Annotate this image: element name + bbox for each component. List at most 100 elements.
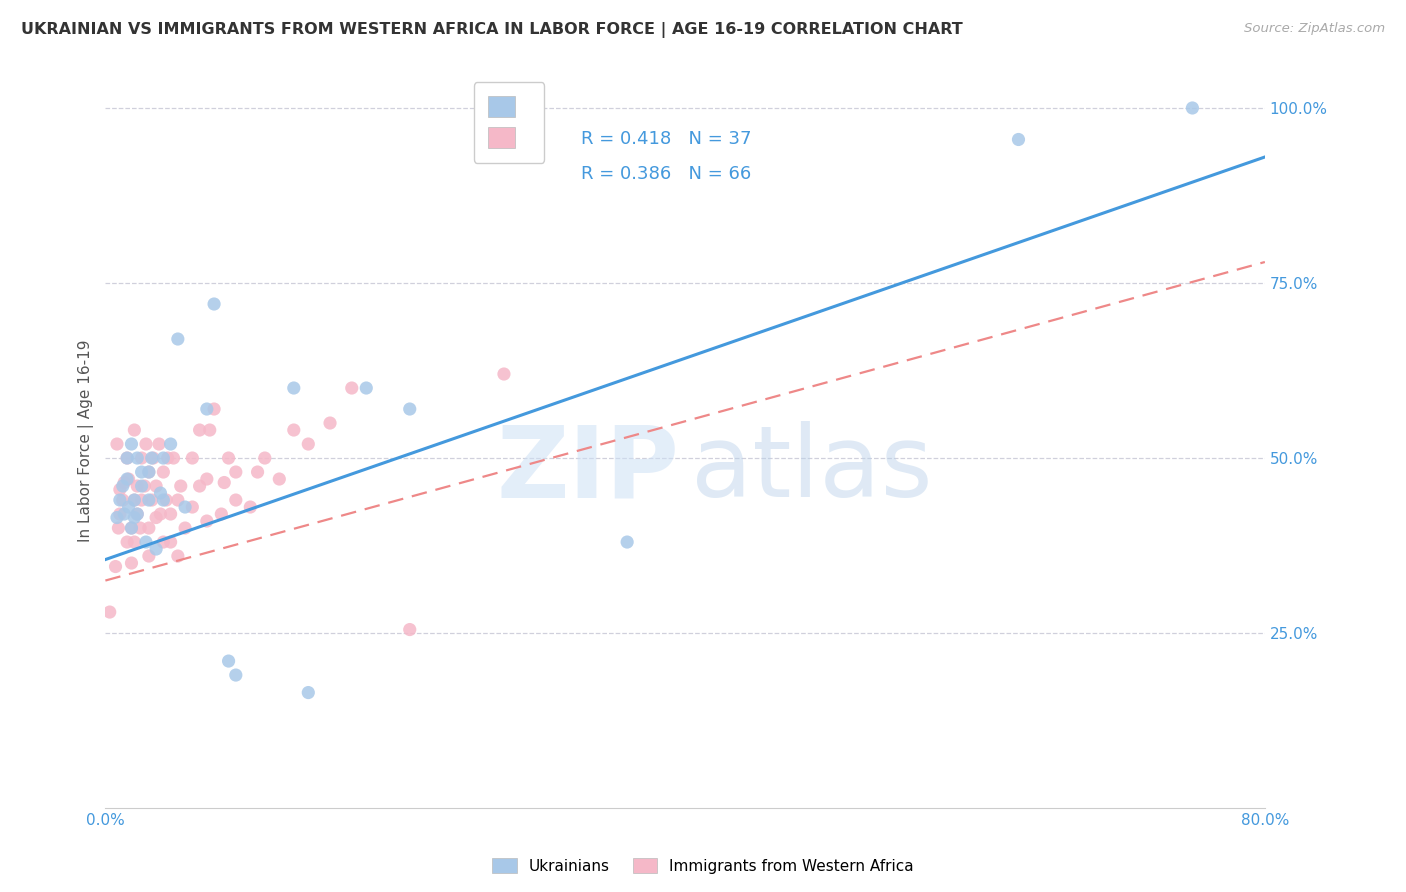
Point [239,500,262,514]
Point [492,367,515,381]
Point [105,437,128,451]
Point [156,450,179,465]
Point [117,472,139,486]
Point [319,416,342,430]
Point [198,423,221,437]
Text: R = 0.418   N = 37: R = 0.418 N = 37 [581,129,751,147]
Point [124,423,146,437]
Point [149,486,172,500]
Point [297,685,319,699]
Point [340,381,363,395]
Point [202,297,225,311]
Point [174,500,197,514]
Point [1181,101,1204,115]
Point [131,465,153,479]
Point [129,521,152,535]
Point [225,493,247,508]
Y-axis label: In Labor Force | Age 16-19: In Labor Force | Age 16-19 [79,339,94,541]
Point [616,535,638,549]
Point [152,493,174,508]
Legend: Ukrainians, Immigrants from Western Africa: Ukrainians, Immigrants from Western Afri… [486,852,920,880]
Point [166,549,188,563]
Point [117,500,139,514]
Point [218,450,240,465]
Point [121,521,143,535]
Point [195,402,218,417]
Point [166,493,188,508]
Point [246,465,269,479]
Point [108,493,131,508]
Point [127,507,149,521]
Point [111,479,134,493]
Point [212,475,235,490]
Point [115,450,138,465]
Point [145,479,167,493]
Point [218,654,240,668]
Point [141,450,163,465]
Point [121,437,143,451]
Point [138,521,160,535]
Point [138,493,160,508]
Point [98,605,121,619]
Point [124,493,146,508]
Point [188,423,211,437]
Point [121,521,143,535]
Point [155,493,177,508]
Point [209,507,232,521]
Point [283,423,305,437]
Text: R = 0.386   N = 66: R = 0.386 N = 66 [581,165,751,183]
Point [131,450,153,465]
Point [138,549,160,563]
Point [131,479,153,493]
Point [149,507,172,521]
Point [166,332,188,346]
Point [142,450,165,465]
Point [127,507,149,521]
Point [181,450,204,465]
Point [162,450,184,465]
Point [131,493,153,508]
Point [202,402,225,417]
Point [1007,132,1029,146]
Point [225,465,247,479]
Text: UKRAINIAN VS IMMIGRANTS FROM WESTERN AFRICA IN LABOR FORCE | AGE 16-19 CORRELATI: UKRAINIAN VS IMMIGRANTS FROM WESTERN AFR… [21,22,963,38]
Point [170,479,193,493]
Point [124,510,146,524]
Point [115,450,138,465]
Point [297,437,319,451]
Point [108,507,131,521]
Legend: , : , [474,82,544,162]
Point [138,465,160,479]
Point [111,493,134,508]
Point [121,556,143,570]
Point [108,483,131,497]
Point [124,535,146,549]
Point [145,542,167,557]
Point [115,472,138,486]
Point [134,479,156,493]
Point [356,381,378,395]
Point [195,514,218,528]
Point [141,493,163,508]
Text: ZIP: ZIP [496,421,679,518]
Point [188,479,211,493]
Point [124,493,146,508]
Point [112,475,135,490]
Point [398,623,420,637]
Point [148,437,170,451]
Point [152,535,174,549]
Point [104,559,127,574]
Point [174,521,197,535]
Text: Source: ZipAtlas.com: Source: ZipAtlas.com [1244,22,1385,36]
Point [138,465,160,479]
Point [107,521,129,535]
Point [112,507,135,521]
Point [145,510,167,524]
Point [127,450,149,465]
Point [135,437,157,451]
Point [253,450,276,465]
Point [135,535,157,549]
Point [115,535,138,549]
Point [283,381,305,395]
Point [398,402,420,417]
